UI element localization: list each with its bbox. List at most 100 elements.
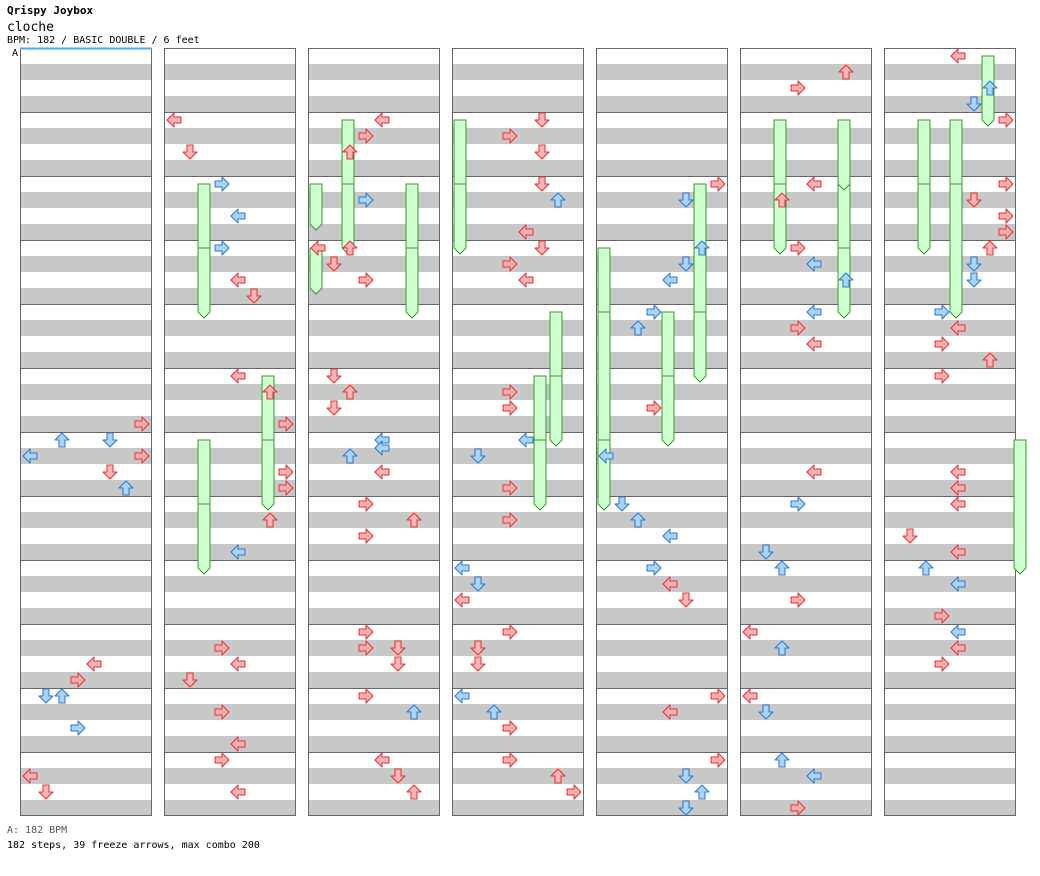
beat-stripe (308, 160, 440, 176)
step-arrow-red (790, 592, 806, 608)
step-arrow-red (998, 176, 1014, 192)
beat-stripe (164, 544, 296, 560)
beat-stripe (740, 768, 872, 784)
column-border (164, 48, 296, 816)
step-arrow-red (950, 544, 966, 560)
beat-stripe (452, 192, 584, 208)
beat-stripe (452, 64, 584, 80)
column-border (884, 48, 1016, 816)
step-arrow-blue (70, 720, 86, 736)
step-arrow-blue (470, 448, 486, 464)
step-arrow-red (534, 240, 550, 256)
chart-column (20, 48, 152, 816)
beat-stripe (164, 576, 296, 592)
step-arrow-blue (774, 640, 790, 656)
freeze-arrow (197, 183, 211, 255)
step-arrow-red (790, 800, 806, 816)
beat-stripe (452, 224, 584, 240)
step-arrow-blue (790, 496, 806, 512)
beat-stripe (884, 96, 1016, 112)
beat-stripe (20, 320, 152, 336)
step-arrow-blue (918, 560, 934, 576)
beat-stripe (884, 512, 1016, 528)
step-arrow-blue (486, 704, 502, 720)
beat-stripe (740, 448, 872, 464)
beat-stripe (884, 384, 1016, 400)
step-arrow-red (518, 224, 534, 240)
step-arrow-red (70, 672, 86, 688)
step-arrow-blue (470, 576, 486, 592)
step-arrow-red (358, 128, 374, 144)
step-arrow-red (950, 320, 966, 336)
step-arrow-blue (662, 528, 678, 544)
beat-stripe (20, 704, 152, 720)
step-arrow-blue (678, 256, 694, 272)
step-arrow-blue (550, 192, 566, 208)
beat-stripe (596, 256, 728, 272)
step-arrow-red (38, 784, 54, 800)
beat-stripe (308, 384, 440, 400)
step-arrow-red (950, 48, 966, 64)
freeze-arrow (533, 375, 547, 447)
step-arrow-red (358, 272, 374, 288)
beat-stripe (164, 416, 296, 432)
step-arrow-red (278, 464, 294, 480)
freeze-arrow (549, 375, 563, 447)
beat-stripe (308, 64, 440, 80)
beat-stripe (452, 768, 584, 784)
beat-stripe (596, 640, 728, 656)
beat-stripe (884, 448, 1016, 464)
beat-stripe (308, 544, 440, 560)
step-arrow-blue (758, 544, 774, 560)
step-arrow-blue (374, 440, 390, 456)
step-arrow-red (278, 416, 294, 432)
step-arrow-red (678, 592, 694, 608)
step-arrow-blue (758, 704, 774, 720)
step-arrow-red (950, 496, 966, 512)
step-arrow-blue (102, 432, 118, 448)
step-arrow-blue (678, 800, 694, 816)
step-arrow-blue (966, 256, 982, 272)
beat-stripe (20, 640, 152, 656)
step-arrow-red (230, 368, 246, 384)
beat-stripe (740, 736, 872, 752)
freeze-arrow (453, 119, 467, 191)
step-arrow-red (790, 320, 806, 336)
beat-stripe (452, 384, 584, 400)
step-arrow-red (406, 784, 422, 800)
step-arrow-red (502, 400, 518, 416)
step-arrow-red (358, 624, 374, 640)
column-border (308, 48, 440, 816)
step-arrow-red (134, 448, 150, 464)
step-arrow-red (230, 272, 246, 288)
freeze-arrow (597, 247, 611, 319)
freeze-arrow (197, 439, 211, 511)
beat-stripe (596, 512, 728, 528)
beat-stripe (452, 672, 584, 688)
beat-stripe (308, 96, 440, 112)
step-arrow-red (182, 672, 198, 688)
step-arrow-red (310, 240, 326, 256)
step-arrow-blue (118, 480, 134, 496)
freeze-arrows (197, 55, 1027, 575)
beat-stripe (164, 224, 296, 240)
chart-column (164, 48, 296, 816)
step-arrow-blue (406, 704, 422, 720)
step-arrow-red (390, 656, 406, 672)
beat-stripe (740, 192, 872, 208)
step-arrow-red (534, 112, 550, 128)
freeze-arrow (693, 247, 707, 319)
step-arrow-red (390, 768, 406, 784)
beat-stripe (884, 320, 1016, 336)
freeze-arrow (917, 119, 931, 191)
beat-stripe (452, 608, 584, 624)
step-arrow-red (230, 784, 246, 800)
step-arrow-red (230, 736, 246, 752)
step-arrow-blue (630, 512, 646, 528)
beat-stripe (20, 608, 152, 624)
beat-stripe (164, 512, 296, 528)
step-arrow-red (662, 704, 678, 720)
beat-stripe (740, 256, 872, 272)
step-arrow-red (166, 112, 182, 128)
beat-stripe (308, 640, 440, 656)
